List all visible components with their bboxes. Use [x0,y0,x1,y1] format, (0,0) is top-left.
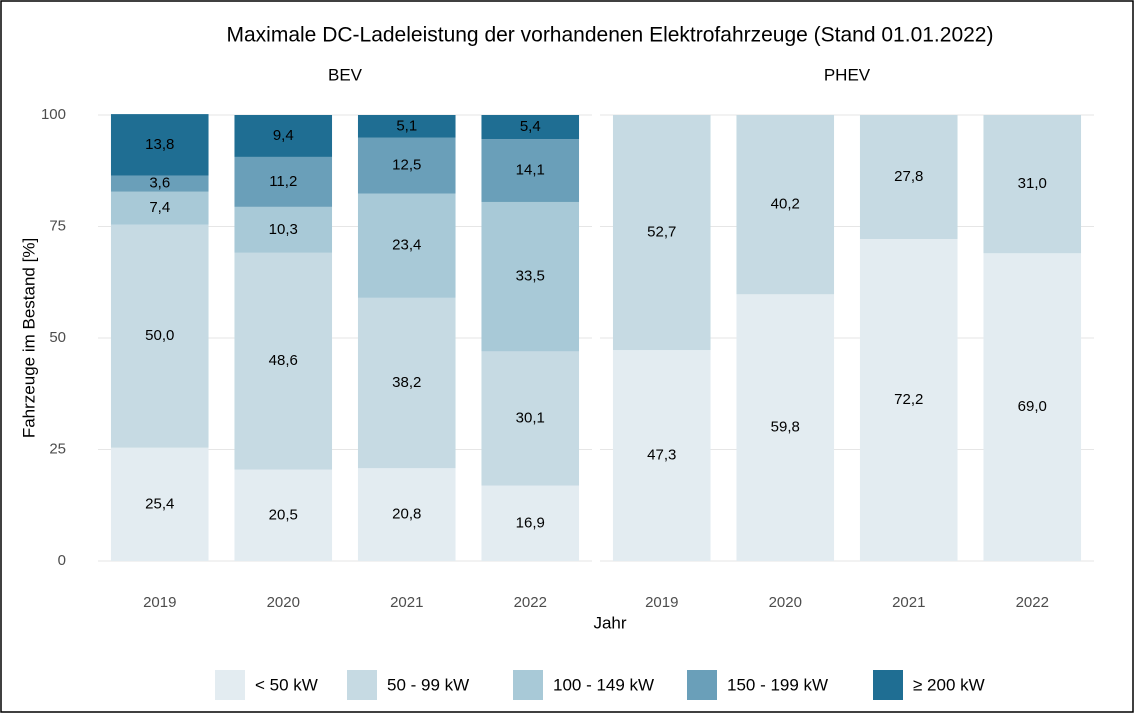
bar-segment [110,191,209,225]
bar-segment [736,115,835,295]
y-tick-label: 25 [49,440,66,457]
data-label: 5,1 [396,117,417,134]
bar-segment [983,115,1082,254]
legend-label: 50 - 99 kW [387,675,469,694]
data-label: 13,8 [145,136,174,153]
x-tick-label: 2022 [514,594,547,611]
x-tick-label: 2020 [769,594,802,611]
legend-swatch [687,670,717,700]
data-label: 47,3 [647,446,676,463]
data-label: 14,1 [516,161,545,178]
data-label: 23,4 [392,237,421,254]
bar-segment [612,350,711,561]
legend-label: ≥ 200 kW [913,675,985,694]
legend-label: < 50 kW [255,675,318,694]
data-label: 48,6 [269,352,298,369]
legend-swatch [215,670,245,700]
data-label: 25,4 [145,495,174,512]
bar-segment [481,351,580,486]
bar-segment [357,468,456,561]
data-label: 31,0 [1018,175,1047,192]
legend-label: 100 - 149 kW [553,675,654,694]
x-tick-label: 2021 [390,594,423,611]
data-label: 38,2 [392,374,421,391]
facet-title: PHEV [824,65,871,84]
data-label: 3,6 [149,175,170,192]
data-label: 52,7 [647,223,676,240]
bar-segment [736,294,835,561]
bar-segment [481,115,580,140]
data-label: 12,5 [392,157,421,174]
bar-segment [859,115,958,239]
bar-segment [234,115,333,157]
legend-label: 150 - 199 kW [727,675,828,694]
bar-segment [110,114,209,176]
y-tick-label: 50 [49,329,66,346]
bar-segment [983,253,1082,561]
legend-swatch [347,670,377,700]
bar-segment [110,224,209,448]
bar-segment [357,115,456,138]
x-tick-label: 2019 [645,594,678,611]
bar-segment [612,115,711,351]
bar-segment [234,156,333,207]
legend-swatch [513,670,543,700]
x-tick-label: 2022 [1016,594,1049,611]
data-label: 7,4 [149,199,170,216]
bar-segment [481,485,580,561]
data-label: 9,4 [273,127,294,144]
y-tick-label: 0 [58,552,66,569]
data-label: 10,3 [269,221,298,238]
data-label: 69,0 [1018,398,1047,415]
y-tick-label: 75 [49,217,66,234]
bar-segment [234,469,333,561]
y-axis-label: Fahrzeuge im Bestand [%] [19,238,38,438]
legend-swatch [873,670,903,700]
data-label: 20,5 [269,506,298,523]
chart-title: Maximale DC-Ladeleistung der vorhandenen… [227,24,994,47]
x-tick-label: 2021 [892,594,925,611]
bar-segment [110,175,209,192]
data-label: 11,2 [269,173,297,190]
x-axis-label: Jahr [593,613,626,632]
data-label: 16,9 [516,514,545,531]
data-label: 72,2 [894,391,923,408]
data-label: 40,2 [771,196,800,213]
bar-segment [110,447,209,561]
data-label: 33,5 [516,268,545,285]
data-label: 5,4 [520,118,541,135]
data-label: 59,8 [771,419,800,436]
facet-title: BEV [328,65,363,84]
bar-segment [357,137,456,194]
bar-segment [859,238,958,561]
data-label: 30,1 [516,409,545,426]
bar-segment [357,297,456,469]
data-label: 27,8 [894,168,923,185]
bar-segment [357,193,456,298]
bar-segment [234,206,333,253]
bar-segment [234,252,333,470]
data-label: 20,8 [392,506,421,523]
x-tick-label: 2019 [143,594,176,611]
x-tick-label: 2020 [267,594,300,611]
y-tick-label: 100 [41,106,66,123]
bar-segment [481,201,580,352]
data-label: 50,0 [145,327,174,344]
bar-segment [481,139,580,202]
